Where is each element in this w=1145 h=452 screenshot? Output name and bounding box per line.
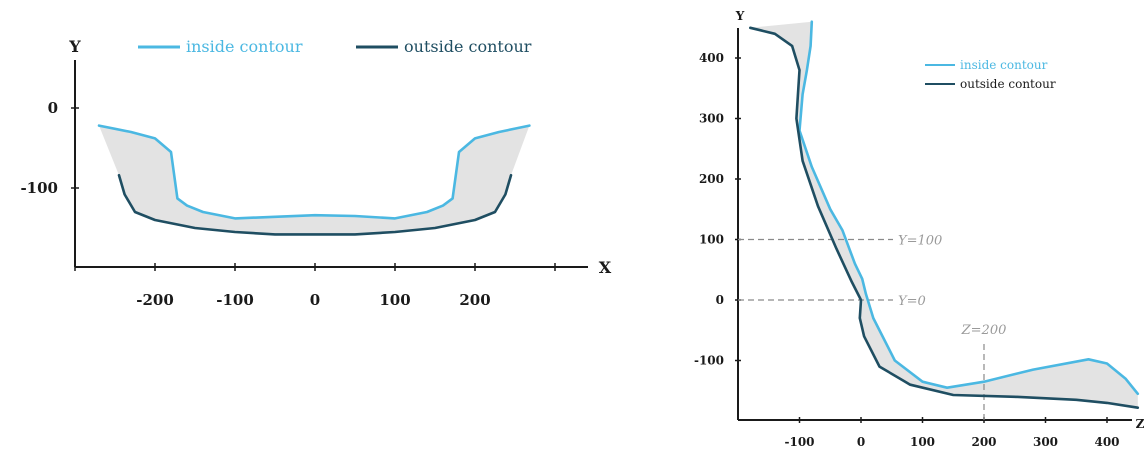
x-axis-label: X	[599, 258, 612, 277]
legend-label-inside: inside contour	[186, 37, 303, 56]
z-tick-label: 300	[1033, 435, 1058, 449]
z-axis-label: Z	[1136, 417, 1145, 431]
x-tick-label: 100	[379, 291, 410, 309]
legend-label-outside: outside contour	[404, 37, 532, 56]
legend-label-inside: inside contour	[960, 58, 1048, 72]
y-tick-label: -100	[694, 354, 724, 368]
z-tick-label: -100	[784, 435, 814, 449]
z-tick-label: 400	[1094, 435, 1119, 449]
y-tick-label: 300	[699, 112, 724, 126]
x-tick-label: 200	[459, 291, 490, 309]
legend-label-outside: outside contour	[960, 77, 1056, 91]
chart-zy-contours: -100 0 100 200 300 400 400 300 200 100 0 -100 Y Z Y=10…	[694, 9, 1145, 449]
ref-label-z-200: Z=200	[961, 323, 1007, 338]
y-tick-label: 0	[48, 99, 58, 117]
y-tick-label: 100	[699, 233, 724, 247]
series-line-outside	[749, 26, 1140, 409]
series-line-inside	[97, 124, 531, 220]
z-tick-label: 200	[971, 435, 996, 449]
z-tick-label: 100	[910, 435, 935, 449]
series-line-inside	[798, 20, 1140, 396]
y-tick-label: 400	[699, 51, 724, 65]
x-tick-label: -100	[216, 291, 254, 309]
ref-label-y-100: Y=100	[898, 234, 942, 249]
contour-band	[750, 21, 1138, 408]
z-tick-label: 0	[857, 435, 865, 449]
x-tick-label: -200	[136, 291, 174, 309]
y-axis-label: Y	[68, 37, 81, 56]
y-axis-label: Y	[735, 9, 745, 23]
series-line-outside	[117, 173, 513, 236]
y-tick-label: 200	[699, 172, 724, 186]
contour-band	[99, 125, 530, 235]
y-tick-label: 0	[716, 293, 724, 307]
ref-label-y-0: Y=0	[898, 294, 926, 309]
x-tick-label: 0	[310, 291, 320, 309]
y-tick-label: -100	[20, 179, 58, 197]
